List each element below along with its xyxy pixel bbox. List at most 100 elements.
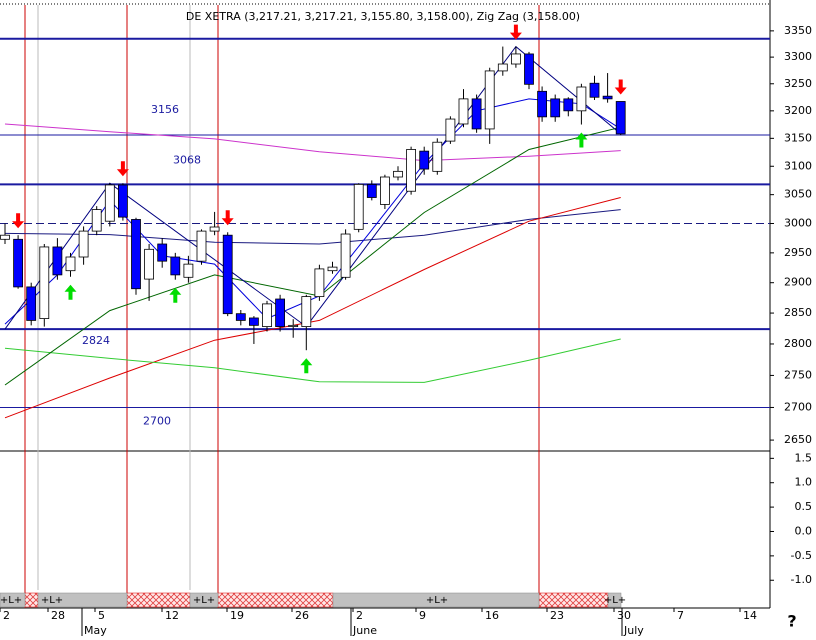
candle-body xyxy=(602,95,613,100)
flag-band xyxy=(0,592,26,608)
candle-body xyxy=(484,70,495,130)
buy-arrow xyxy=(575,132,588,148)
y-tick-label: 1.0 xyxy=(795,476,813,489)
indicator-line xyxy=(4,338,621,383)
hatch-band xyxy=(538,592,609,608)
buy-arrow xyxy=(300,358,313,374)
help-button[interactable]: ? xyxy=(787,612,796,631)
flag-label: +L+ xyxy=(193,595,215,606)
candle-body xyxy=(13,238,24,288)
x-tick-label: 2 xyxy=(356,609,363,622)
candle-body xyxy=(445,118,456,142)
candle-body xyxy=(340,233,351,278)
candle-body xyxy=(78,230,89,258)
candle-body xyxy=(550,98,561,118)
hatch-band xyxy=(217,592,334,608)
y-tick-label: 3200 xyxy=(784,104,812,117)
y-tick-label: 2650 xyxy=(784,433,812,446)
y-tick-label: 3050 xyxy=(784,188,812,201)
candle-body xyxy=(563,98,574,112)
x-tick-label: 2 xyxy=(3,609,10,622)
x-tick-label: 28 xyxy=(51,609,65,622)
buy-arrow xyxy=(64,284,77,300)
flag-label: +L+ xyxy=(604,595,626,606)
candle-body xyxy=(471,98,482,130)
candle-body xyxy=(576,86,587,112)
flag-label: +L+ xyxy=(426,595,448,606)
candle-body xyxy=(301,296,312,327)
candle-body xyxy=(524,53,534,85)
candle-body xyxy=(196,230,207,262)
flag-band xyxy=(189,592,219,608)
candle-body xyxy=(419,150,430,170)
flag-label: +L+ xyxy=(41,595,63,606)
sell-arrow xyxy=(509,24,522,40)
y-tick-label: 3300 xyxy=(784,50,812,63)
y-tick-label: 3250 xyxy=(784,77,812,90)
candle-body xyxy=(170,256,181,276)
x-tick-label: 7 xyxy=(677,609,684,622)
sell-arrow xyxy=(12,213,25,229)
y-tick-label: 2900 xyxy=(784,276,812,289)
candle-body xyxy=(183,263,194,278)
y-tick-label: 2950 xyxy=(784,246,812,259)
candle-body xyxy=(65,256,76,272)
hatch-band xyxy=(126,592,191,608)
candle-body xyxy=(432,141,443,172)
y-tick-label: 1.5 xyxy=(795,451,813,464)
month-label: July xyxy=(623,624,644,636)
candle-body xyxy=(26,286,37,321)
x-tick-label: 12 xyxy=(165,609,179,622)
level-label: 3156 xyxy=(151,103,179,116)
flag-band xyxy=(332,592,540,608)
candle-body xyxy=(510,53,521,65)
y-tick-label: 2800 xyxy=(784,337,812,350)
header: DE XETRA (3,217.21, 3,217.21, 3,155.80, … xyxy=(186,10,580,23)
x-tick-label: 9 xyxy=(419,609,426,622)
candle-body xyxy=(157,243,168,262)
y-tick-label: -0.5 xyxy=(791,549,812,562)
candle-body xyxy=(353,183,364,230)
hatch-band xyxy=(24,592,39,608)
x-tick-label: 26 xyxy=(295,609,309,622)
candle-body xyxy=(222,234,233,315)
candle-body xyxy=(0,234,10,240)
x-tick-label: 23 xyxy=(550,609,564,622)
candle-body xyxy=(275,298,286,327)
indicator-line xyxy=(4,123,621,162)
sell-arrow xyxy=(116,161,129,177)
candle-body xyxy=(288,324,299,327)
buy-arrow xyxy=(169,287,182,303)
y-tick-label: 3350 xyxy=(784,24,812,37)
candle-body xyxy=(104,184,115,222)
candle-body xyxy=(262,303,272,327)
level-label: 3068 xyxy=(173,153,201,166)
y-tick-label: 3000 xyxy=(784,217,812,230)
week-lines xyxy=(37,5,191,590)
flag-band xyxy=(37,592,128,608)
indicator-line xyxy=(4,209,621,245)
level-label: 2824 xyxy=(82,334,110,347)
candle-body xyxy=(209,226,220,232)
candle-body xyxy=(91,209,102,232)
candle-body xyxy=(314,268,325,298)
candle-body xyxy=(393,170,403,178)
month-label: May xyxy=(84,624,107,636)
candle-body xyxy=(615,101,626,135)
x-tick-label: 5 xyxy=(98,609,105,622)
flag-label: +L+ xyxy=(0,595,22,606)
y-tick-label: 3150 xyxy=(784,131,812,144)
candle-body xyxy=(497,63,508,72)
indicator-line xyxy=(4,197,621,419)
candle-body xyxy=(248,317,259,326)
y-tick-label: 2750 xyxy=(784,368,812,381)
sell-arrow xyxy=(614,79,627,95)
y-tick-label: 0.0 xyxy=(795,524,813,537)
flag-band xyxy=(607,592,622,608)
x-tick-label: 19 xyxy=(230,609,244,622)
x-tick-label: 16 xyxy=(485,609,499,622)
candle-body xyxy=(458,98,469,125)
sell-arrow xyxy=(221,210,234,226)
